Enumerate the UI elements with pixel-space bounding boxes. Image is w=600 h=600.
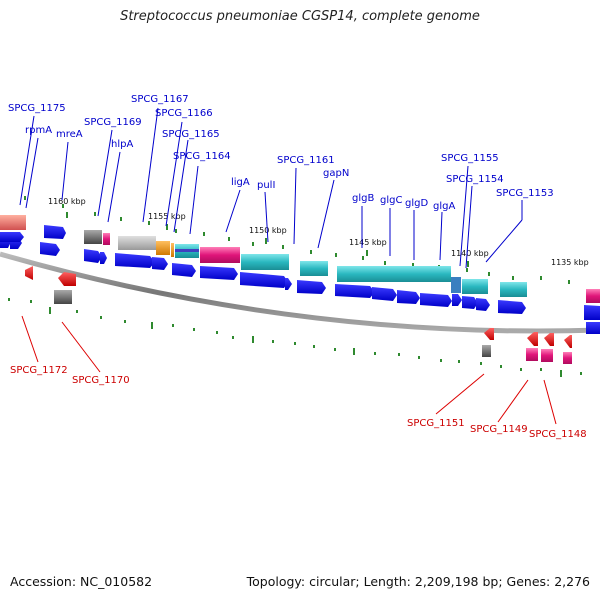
forward-gene-arrow	[372, 287, 397, 301]
gene-label: glgA	[433, 201, 455, 212]
forward-gene-arrow	[0, 232, 24, 242]
gene-label: SPCG_1149	[470, 424, 528, 435]
feature-segment	[451, 277, 461, 293]
gene-label: SPCG_1172	[10, 365, 68, 376]
gene-label: SPCG_1167	[131, 94, 189, 105]
reverse-gene-arrow	[25, 266, 33, 280]
forward-gene-arrow	[200, 266, 238, 280]
forward-gene-arrow	[452, 294, 462, 306]
forward-gene-arrow	[462, 296, 478, 309]
feature-segment	[541, 349, 553, 362]
feature-segment	[103, 233, 110, 245]
ruler-label-1145: 1145 kbp	[349, 238, 387, 247]
gene-label: SPCG_1164	[173, 151, 231, 162]
forward-gene-arrow	[476, 298, 490, 311]
feature-segment	[171, 243, 174, 257]
feature-segment	[241, 254, 289, 270]
forward-gene-arrow	[100, 252, 107, 264]
gene-labels-top: SPCG_1175 rpmA mreA SPCG_1169 hlpA SPCG_…	[8, 94, 554, 212]
feature-segment	[54, 290, 72, 304]
feature-segment	[200, 247, 240, 263]
ruler-labels: 1160 kbp 1155 kbp 1150 kbp 1145 kbp 1140…	[48, 197, 589, 267]
accession-text: Accession: NC_010582	[10, 574, 153, 589]
reverse-gene-arrow	[484, 328, 494, 340]
gene-label: SPCG_1148	[529, 429, 587, 440]
forward-gene-arrow	[297, 280, 326, 294]
forward-gene-arrow	[285, 278, 292, 290]
feature-segment	[84, 230, 102, 244]
forward-gene-arrow	[335, 284, 375, 298]
gene-label: hlpA	[111, 139, 133, 150]
gene-label: SPCG_1154	[446, 174, 504, 185]
gene-label: pulI	[257, 180, 275, 191]
forward-gene-arrow	[240, 272, 288, 288]
reverse-gene-arrow	[544, 333, 554, 346]
genome-backbone	[0, 251, 600, 334]
gene-label: SPCG_1169	[84, 117, 142, 128]
gene-label: glgB	[352, 193, 374, 204]
gene-leader-lines-top	[19, 107, 523, 269]
feature-segment	[118, 236, 156, 250]
reverse-gene-arrow	[58, 272, 76, 286]
gene-label: SPCG_1165	[162, 129, 220, 140]
gene-label: mreA	[56, 129, 83, 140]
gene-label: rpmA	[25, 125, 52, 136]
ruler-label-1150: 1150 kbp	[249, 226, 287, 235]
ruler-label-1160: 1160 kbp	[48, 197, 86, 206]
forward-gene-arrow	[152, 257, 168, 270]
gene-label: SPCG_1166	[155, 108, 213, 119]
forward-gene-arrow	[397, 290, 420, 304]
gene-label: SPCG_1170	[72, 375, 130, 386]
feature-segment	[526, 348, 538, 361]
feature-segment	[337, 266, 451, 282]
ruler-ticks-top	[24, 196, 570, 284]
forward-gene-arrow	[44, 225, 66, 239]
forward-gene-arrow	[584, 305, 600, 320]
gene-label: glgD	[405, 198, 428, 209]
feature-segment	[462, 279, 488, 294]
gene-labels-bottom: SPCG_1172 SPCG_1170 SPCG_1151 SPCG_1149 …	[10, 365, 587, 440]
reverse-gene-arrow	[527, 332, 538, 346]
gene-label: gapN	[323, 168, 349, 179]
forward-gene-arrow	[586, 322, 600, 334]
ruler-label-1155: 1155 kbp	[148, 212, 186, 221]
gene-label: SPCG_1161	[277, 155, 335, 166]
gene-label: SPCG_1151	[407, 418, 465, 429]
feature-segment	[482, 345, 491, 357]
feature-segment	[300, 261, 328, 276]
forward-gene-arrow	[172, 263, 196, 277]
feature-track-upper	[0, 215, 600, 303]
feature-segment	[0, 215, 26, 230]
page-title: Streptococcus pneumoniae CGSP14, complet…	[120, 9, 480, 24]
forward-gene-arrow	[84, 249, 102, 263]
forward-strand-genes	[0, 225, 600, 334]
feature-segment	[156, 241, 170, 255]
forward-gene-arrow	[498, 300, 526, 314]
ruler-ticks-bottom	[8, 298, 582, 377]
gene-label: SPCG_1175	[8, 103, 66, 114]
gene-label: SPCG_1153	[496, 188, 554, 199]
gene-label: SPCG_1155	[441, 153, 499, 164]
forward-gene-arrow	[420, 293, 452, 307]
reverse-strand-genes	[25, 266, 572, 364]
gene-label: ligA	[231, 177, 250, 188]
gene-leader-lines-bottom	[21, 315, 557, 425]
feature-segment	[500, 282, 527, 297]
genome-summary-text: Topology: circular; Length: 2,209,198 bp…	[246, 574, 590, 589]
ruler-label-1140: 1140 kbp	[451, 249, 489, 258]
gene-label: glgC	[380, 195, 402, 206]
feature-segment	[586, 289, 600, 303]
forward-gene-arrow	[40, 242, 60, 256]
ruler-label-1135: 1135 kbp	[551, 258, 589, 267]
forward-gene-arrow	[115, 253, 155, 268]
feature-segment	[563, 352, 572, 364]
reverse-gene-arrow	[564, 335, 572, 348]
